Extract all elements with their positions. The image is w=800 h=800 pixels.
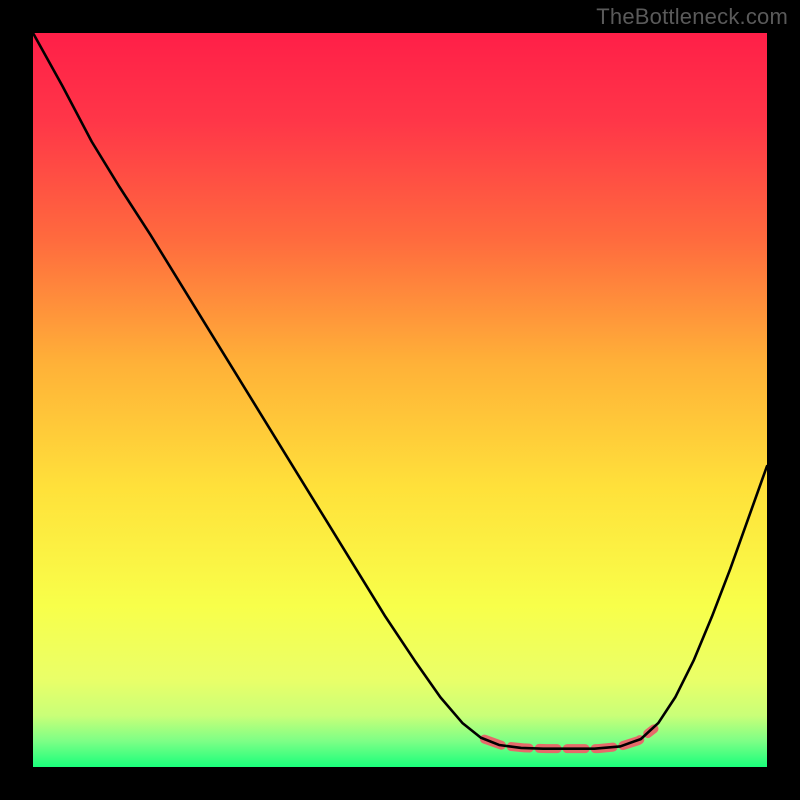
watermark-text: TheBottleneck.com: [596, 4, 788, 30]
gradient-background: [33, 33, 767, 767]
chart-container: [33, 33, 767, 767]
bottleneck-curve-chart: [33, 33, 767, 767]
